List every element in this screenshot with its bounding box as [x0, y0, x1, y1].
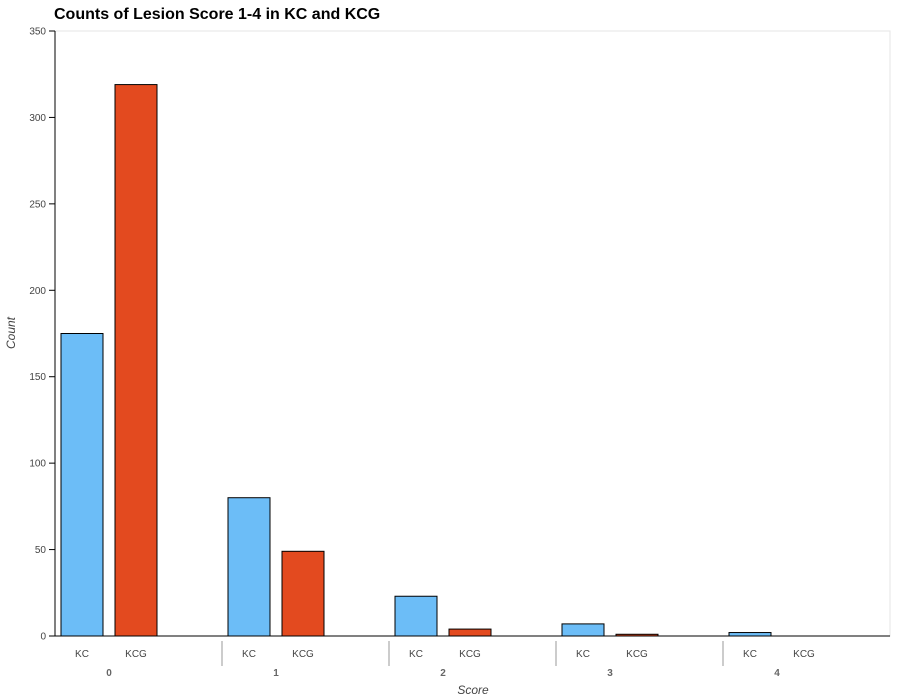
x-subcategory-label: KCG [793, 649, 815, 660]
x-subcategory-label: KC [576, 649, 590, 660]
x-category-label: 0 [106, 668, 112, 679]
x-category-label: 1 [273, 668, 279, 679]
x-subcategory-label: KC [242, 649, 256, 660]
x-subcategory-label: KCG [125, 649, 147, 660]
y-tick-label: 200 [29, 286, 46, 297]
y-tick-label: 50 [35, 545, 47, 556]
chart-title: Counts of Lesion Score 1-4 in KC and KCG [54, 6, 381, 23]
x-subcategory-label: KCG [292, 649, 314, 660]
x-category-label: 4 [774, 668, 780, 679]
plot-area-border [54, 30, 891, 637]
x-subcategory-label: KC [409, 649, 423, 660]
x-axis-title: Score [457, 683, 489, 697]
y-tick-label: 350 [29, 27, 46, 38]
y-tick-label: 150 [29, 372, 46, 383]
bar-kc-score-1 [227, 497, 271, 637]
y-tick-label: 300 [29, 113, 46, 124]
bar-kc-score-0 [60, 333, 104, 637]
bar-kc-score-4 [728, 632, 772, 637]
y-tick-label: 250 [29, 199, 46, 210]
x-subcategory-label: KC [75, 649, 89, 660]
x-subcategory-label: KCG [459, 649, 481, 660]
bar-kcg-score-0 [114, 84, 158, 637]
bar-kc-score-2 [394, 595, 438, 637]
y-tick-label: 100 [29, 459, 46, 470]
y-tick-label: 0 [40, 632, 46, 643]
bar-kcg-score-2 [448, 628, 492, 637]
x-category-label: 3 [607, 668, 613, 679]
y-axis-title: Count [4, 316, 18, 349]
x-subcategory-label: KCG [626, 649, 648, 660]
bar-kc-score-3 [561, 623, 605, 637]
x-category-label: 2 [440, 668, 446, 679]
x-subcategory-label: KC [743, 649, 757, 660]
bar-kcg-score-1 [281, 550, 325, 637]
